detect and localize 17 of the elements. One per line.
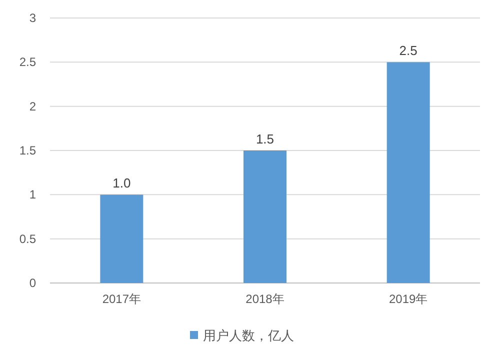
legend-label: 用户人数，亿人 — [203, 328, 294, 343]
y-tick-label: 1.5 — [19, 144, 36, 158]
text: 1.5 — [256, 132, 274, 146]
y-tick-label: 1 — [29, 188, 36, 202]
x-tick-label: 2019年 — [388, 292, 428, 306]
bar — [100, 194, 144, 283]
y-tick-label: 2 — [29, 99, 36, 114]
x-tick-label: 2017年 — [102, 292, 142, 306]
text: 1.0 — [112, 176, 131, 191]
bar — [386, 62, 430, 283]
y-tick-label: 3 — [29, 11, 36, 25]
text: 2.5 — [399, 43, 418, 58]
y-tick-label: 2.5 — [19, 55, 36, 70]
y-tick-label: 0.5 — [19, 232, 36, 246]
x-tick-label: 2018年 — [246, 292, 284, 306]
y-tick-label: 0 — [29, 276, 36, 290]
bar — [244, 150, 286, 283]
